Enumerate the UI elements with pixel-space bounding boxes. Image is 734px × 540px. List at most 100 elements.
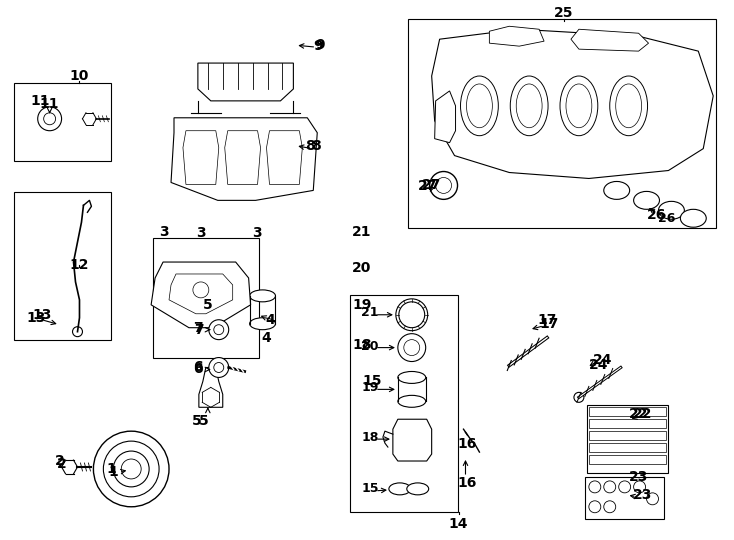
Text: 2: 2 [57, 457, 67, 471]
Text: 27: 27 [418, 179, 437, 193]
Circle shape [103, 441, 159, 497]
Text: 5: 5 [199, 414, 208, 428]
Text: 9: 9 [313, 39, 323, 53]
Text: 16: 16 [458, 476, 477, 490]
Text: 8: 8 [311, 139, 321, 153]
Text: 24: 24 [589, 357, 608, 372]
Circle shape [37, 107, 62, 131]
Polygon shape [198, 63, 294, 101]
Text: 13: 13 [26, 310, 46, 325]
Bar [589, 443, 666, 452]
Text: 15: 15 [362, 374, 382, 388]
Text: 4: 4 [266, 313, 275, 327]
Text: 23: 23 [633, 488, 653, 502]
Text: 14: 14 [448, 517, 468, 531]
Circle shape [113, 451, 149, 487]
Bar [14, 192, 112, 340]
Text: 18: 18 [361, 430, 379, 444]
Ellipse shape [680, 210, 706, 227]
Text: 10: 10 [70, 69, 89, 83]
Text: 21: 21 [352, 225, 372, 239]
Text: 15: 15 [361, 482, 379, 495]
Text: 6: 6 [193, 362, 203, 376]
Bar [408, 19, 716, 228]
Circle shape [121, 459, 141, 479]
Polygon shape [199, 368, 222, 407]
Ellipse shape [560, 76, 597, 136]
Text: 7: 7 [193, 321, 203, 335]
Ellipse shape [398, 372, 426, 383]
Text: 5: 5 [203, 298, 213, 312]
Bar [153, 238, 258, 357]
Circle shape [214, 325, 224, 335]
Bar [585, 477, 664, 519]
Bar [589, 407, 666, 416]
Text: 21: 21 [361, 306, 379, 319]
Ellipse shape [250, 318, 275, 330]
Polygon shape [571, 29, 649, 51]
Ellipse shape [658, 201, 684, 219]
Polygon shape [490, 26, 544, 46]
Circle shape [429, 172, 457, 199]
Ellipse shape [389, 483, 411, 495]
Circle shape [208, 320, 229, 340]
Text: 17: 17 [537, 313, 557, 327]
Text: 26: 26 [647, 208, 666, 222]
Text: 22: 22 [633, 407, 653, 421]
Text: 3: 3 [252, 226, 261, 240]
Text: 18: 18 [352, 338, 372, 352]
Text: 12: 12 [70, 258, 90, 272]
Ellipse shape [398, 395, 426, 407]
Circle shape [93, 431, 169, 507]
Bar [589, 431, 666, 440]
Text: 19: 19 [361, 381, 379, 394]
Polygon shape [432, 29, 713, 179]
Circle shape [396, 299, 428, 330]
Text: 13: 13 [32, 308, 51, 322]
Ellipse shape [250, 290, 275, 302]
Text: 1: 1 [109, 465, 118, 479]
Text: 25: 25 [554, 6, 574, 21]
Bar [587, 406, 669, 473]
Text: 2: 2 [55, 454, 65, 468]
Circle shape [73, 327, 82, 336]
Polygon shape [171, 118, 317, 200]
Ellipse shape [604, 181, 630, 199]
Text: 20: 20 [352, 261, 371, 275]
Text: 3: 3 [159, 225, 169, 239]
Text: 17: 17 [539, 317, 559, 330]
Text: 26: 26 [658, 212, 675, 225]
Text: 16: 16 [458, 437, 477, 451]
Circle shape [574, 393, 584, 402]
Text: 3: 3 [196, 226, 206, 240]
Text: 27: 27 [422, 178, 441, 192]
Text: 19: 19 [352, 298, 371, 312]
Circle shape [43, 113, 56, 125]
Text: 1: 1 [106, 462, 116, 476]
Ellipse shape [610, 76, 647, 136]
Text: 6: 6 [193, 361, 203, 375]
Text: 9: 9 [316, 38, 325, 52]
Circle shape [398, 334, 426, 361]
Text: 20: 20 [361, 340, 379, 353]
Text: 11: 11 [30, 94, 49, 108]
Text: 5: 5 [192, 414, 202, 428]
Circle shape [208, 357, 229, 377]
Polygon shape [393, 419, 432, 461]
Circle shape [214, 362, 224, 373]
Bar [350, 295, 457, 512]
Text: 22: 22 [629, 407, 648, 421]
Text: 24: 24 [593, 353, 613, 367]
Ellipse shape [407, 483, 429, 495]
Bar [589, 455, 666, 464]
Bar [14, 83, 112, 160]
Polygon shape [151, 262, 250, 328]
Text: 4: 4 [261, 330, 272, 345]
Ellipse shape [633, 191, 659, 210]
Text: 11: 11 [40, 97, 59, 111]
Text: 23: 23 [629, 470, 648, 484]
Bar [589, 419, 666, 428]
Ellipse shape [460, 76, 498, 136]
Polygon shape [435, 91, 456, 143]
Ellipse shape [510, 76, 548, 136]
